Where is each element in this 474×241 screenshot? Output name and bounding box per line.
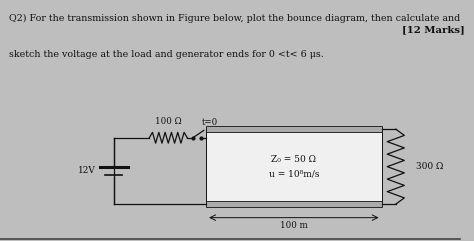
Text: Q2) For the transmission shown in Figure below, plot the bounce diagram, then ca: Q2) For the transmission shown in Figure…: [9, 14, 461, 23]
Text: Z₀ = 50 Ω: Z₀ = 50 Ω: [272, 155, 316, 164]
Text: 100 Ω: 100 Ω: [155, 117, 182, 126]
Text: 100 m: 100 m: [280, 221, 308, 230]
Text: [12 Marks]: [12 Marks]: [402, 26, 465, 35]
Bar: [206, 127, 382, 132]
Text: sketch the voltage at the load and generator ends for 0 <t< 6 μs.: sketch the voltage at the load and gener…: [9, 50, 324, 59]
Text: t=0: t=0: [201, 118, 218, 127]
Text: u = 10⁸m/s: u = 10⁸m/s: [269, 169, 319, 178]
Bar: [206, 128, 382, 205]
Text: 12V: 12V: [78, 167, 96, 175]
Text: 300 Ω: 300 Ω: [416, 162, 443, 171]
Bar: [206, 201, 382, 207]
